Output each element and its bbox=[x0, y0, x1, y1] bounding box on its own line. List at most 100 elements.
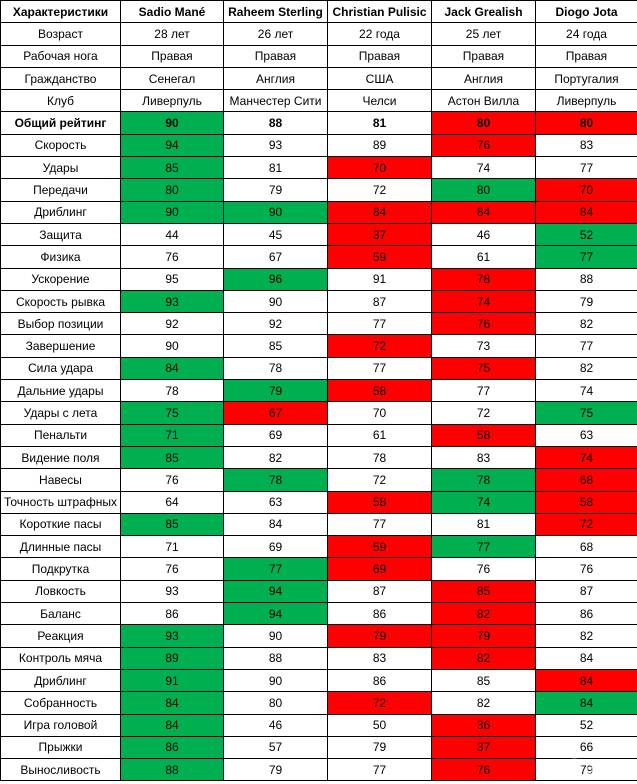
table-cell: 81 bbox=[431, 512, 536, 537]
table-cell: 93 bbox=[223, 133, 328, 158]
table-cell: 80 bbox=[431, 178, 536, 202]
table-cell: Правая bbox=[535, 44, 637, 68]
table-cell: 75 bbox=[431, 356, 536, 381]
table-cell: 81 bbox=[327, 111, 432, 135]
table-row: Гражданство Сенегал Англия США Англия Португа… bbox=[0, 66, 637, 91]
table-cell: 77 bbox=[431, 535, 536, 559]
table-cell: 57 bbox=[223, 735, 328, 760]
table-cell: 59 bbox=[327, 535, 432, 559]
table-cell: 90 bbox=[223, 200, 328, 224]
header-cell-player: Raheem Sterling bbox=[223, 0, 328, 24]
table-row: Физика 76 67 59 61 77 bbox=[0, 245, 637, 269]
table-row: Баланс 86 94 86 82 86 bbox=[0, 602, 637, 626]
table-row: Реакция 93 90 79 79 82 bbox=[0, 624, 637, 648]
table-cell: 82 bbox=[431, 602, 536, 626]
table-cell: 80 bbox=[120, 178, 224, 202]
table-cell: 72 bbox=[327, 468, 432, 492]
table-cell: 78 bbox=[223, 468, 328, 492]
table-row: Выносливость 88 79 77 76 79 bbox=[0, 758, 637, 782]
row-label: Рабочая нога bbox=[0, 44, 121, 68]
table-cell: 68 bbox=[535, 468, 637, 492]
table-cell: 63 bbox=[535, 423, 637, 447]
table-cell: 58 bbox=[431, 423, 536, 447]
table-cell: Англия bbox=[223, 66, 328, 91]
watermark-logo: xGame bbox=[552, 754, 631, 779]
table-cell: 45 bbox=[223, 222, 328, 247]
table-cell: 86 bbox=[535, 602, 637, 626]
table-cell: 46 bbox=[431, 222, 536, 247]
row-label: Клуб bbox=[0, 89, 121, 113]
table-cell: 82 bbox=[535, 312, 637, 336]
table-cell: 90 bbox=[223, 289, 328, 314]
table-cell: 95 bbox=[120, 267, 224, 291]
table-cell: 25 лет bbox=[431, 22, 536, 46]
table-row: Защита 44 45 37 46 52 bbox=[0, 222, 637, 247]
table-cell: 87 bbox=[535, 579, 637, 604]
row-label: Навесы bbox=[0, 468, 121, 492]
table-cell: 93 bbox=[120, 624, 224, 648]
table-cell: 82 bbox=[431, 691, 536, 715]
row-label: Прыжки bbox=[0, 735, 121, 760]
table-cell: 79 bbox=[223, 178, 328, 202]
table-cell: 88 bbox=[223, 111, 328, 135]
table-cell: 36 bbox=[431, 713, 536, 737]
row-label: Выносливость bbox=[0, 758, 121, 782]
table-cell: 81 bbox=[223, 156, 328, 180]
table-cell: 59 bbox=[327, 245, 432, 269]
row-label: Физика bbox=[0, 245, 121, 269]
table-cell: 76 bbox=[431, 758, 536, 782]
table-cell: 79 bbox=[431, 624, 536, 648]
table-cell: 85 bbox=[120, 445, 224, 470]
table-cell: 76 bbox=[431, 133, 536, 158]
table-row: Дальние удары 78 79 58 77 74 bbox=[0, 379, 637, 403]
table-cell: 85 bbox=[223, 334, 328, 358]
row-label: Возраст bbox=[0, 22, 121, 46]
table-cell: 82 bbox=[223, 445, 328, 470]
table-cell: 50 bbox=[327, 713, 432, 737]
table-cell: 78 bbox=[431, 468, 536, 492]
row-label: Удары bbox=[0, 156, 121, 180]
table-cell: 64 bbox=[120, 490, 224, 514]
table-row: Видение поля 85 82 78 83 74 bbox=[0, 445, 637, 470]
table-cell: Правая bbox=[120, 44, 224, 68]
table-cell: 86 bbox=[120, 735, 224, 760]
table-cell: 91 bbox=[120, 668, 224, 693]
table-row: Клуб Ливерпуль Манчестер Сити Челси Астон Ви… bbox=[0, 89, 637, 113]
table-cell: 61 bbox=[327, 423, 432, 447]
table-cell: США bbox=[327, 66, 432, 91]
table-row: Сила удара 84 78 77 75 82 bbox=[0, 356, 637, 381]
table-row: Собранность 84 80 72 82 84 bbox=[0, 691, 637, 715]
table-cell: 90 bbox=[223, 668, 328, 693]
table-cell: 84 bbox=[120, 356, 224, 381]
table-cell: 58 bbox=[535, 490, 637, 514]
row-label: Подкрутка bbox=[0, 557, 121, 581]
table-cell: 84 bbox=[223, 512, 328, 537]
table-cell: 77 bbox=[327, 512, 432, 537]
table-cell: 77 bbox=[327, 356, 432, 381]
row-label: Игра головой bbox=[0, 713, 121, 737]
table-cell: 80 bbox=[223, 691, 328, 715]
table-cell: 69 bbox=[327, 557, 432, 581]
table-cell: 72 bbox=[327, 691, 432, 715]
row-label: Сила удара bbox=[0, 356, 121, 381]
table-row: Выбор позиции 92 92 77 76 82 bbox=[0, 312, 637, 336]
table-cell: 77 bbox=[327, 758, 432, 782]
table-cell: 77 bbox=[535, 334, 637, 358]
table-cell: Челси bbox=[327, 89, 432, 113]
table-row: Контроль мяча 89 88 83 82 84 bbox=[0, 646, 637, 670]
table-cell: 78 bbox=[120, 379, 224, 403]
row-label: Скорость рывка bbox=[0, 289, 121, 314]
table-cell: 77 bbox=[535, 245, 637, 269]
table-cell: 89 bbox=[120, 646, 224, 670]
table-cell: 69 bbox=[223, 423, 328, 447]
table-cell: 63 bbox=[223, 490, 328, 514]
row-label: Баланс bbox=[0, 602, 121, 626]
table-cell: 84 bbox=[535, 200, 637, 224]
table-cell: 80 bbox=[535, 111, 637, 135]
table-cell: 77 bbox=[327, 312, 432, 336]
table-cell: 74 bbox=[431, 289, 536, 314]
table-cell: Манчестер Сити bbox=[223, 89, 328, 113]
table-cell: 70 bbox=[535, 178, 637, 202]
row-label: Дриблинг bbox=[0, 668, 121, 693]
table-cell: 28 лет bbox=[120, 22, 224, 46]
